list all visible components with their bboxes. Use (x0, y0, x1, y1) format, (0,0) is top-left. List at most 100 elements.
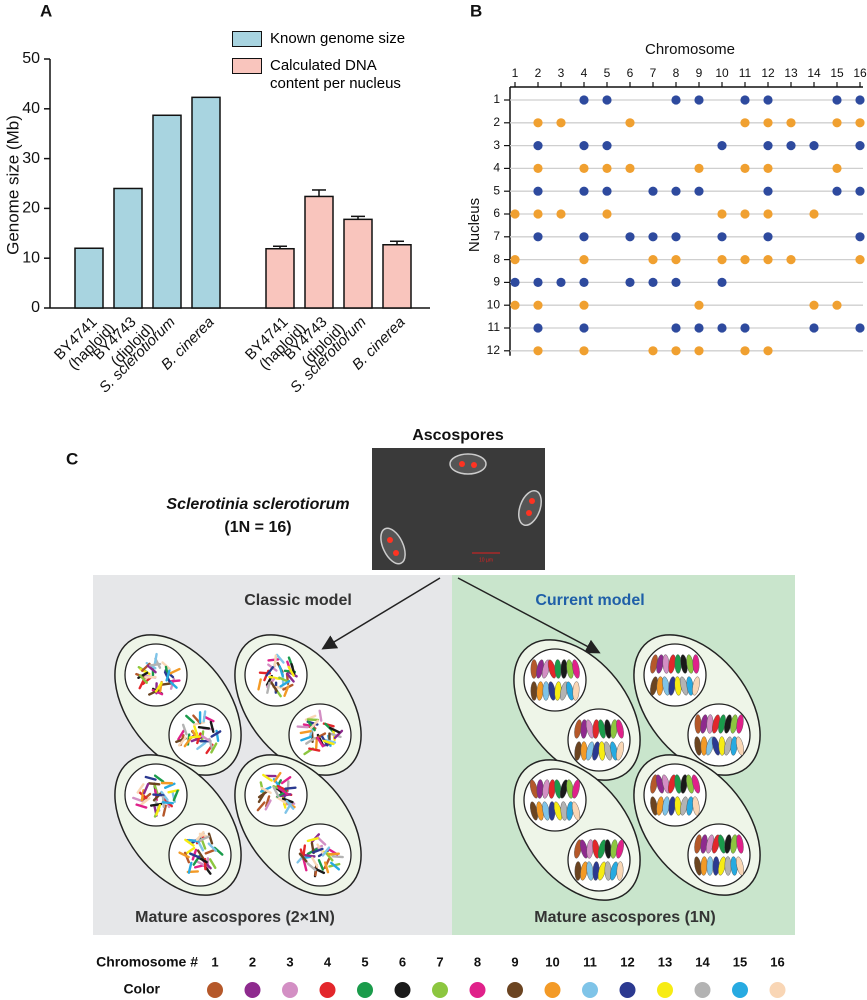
dot (763, 141, 773, 151)
chromosome (210, 730, 222, 738)
dot (832, 300, 842, 310)
dot (855, 141, 865, 151)
dot (671, 186, 681, 196)
chromosome (270, 681, 278, 693)
chromosome (306, 837, 319, 843)
dot (740, 163, 750, 173)
legend-color (619, 982, 636, 998)
x-tick-label: 11 (739, 66, 752, 80)
panel-caption: Mature ascospores (1N) (534, 909, 715, 926)
dot (648, 346, 658, 356)
legend-color (544, 982, 561, 998)
dot (533, 163, 543, 173)
dot (671, 346, 681, 356)
chromosome (267, 658, 280, 662)
dot (579, 141, 589, 151)
chromosome (306, 862, 317, 872)
y-tick-label: 50 (22, 50, 40, 67)
dot (533, 186, 543, 196)
ascospore (633, 754, 761, 896)
bar (113, 187, 143, 309)
chromosome (135, 803, 148, 809)
x-tick-label: 14 (807, 66, 821, 80)
nucleus (244, 643, 308, 707)
chromosome (692, 654, 700, 674)
chromosome (204, 848, 217, 855)
chromosome (278, 665, 284, 678)
dot (740, 118, 750, 128)
dot (855, 186, 865, 196)
chromosome (187, 861, 193, 874)
dot (786, 118, 796, 128)
x-tick-label: 10 (715, 66, 729, 80)
chromosome (285, 799, 295, 810)
dot (740, 209, 750, 219)
error-bar (351, 215, 365, 220)
chromosome (184, 846, 196, 855)
nucleus (567, 828, 631, 892)
dot (763, 186, 773, 196)
y-tick-label: 10 (487, 297, 501, 311)
chromosome (736, 856, 744, 876)
dot (533, 118, 543, 128)
dot (533, 346, 543, 356)
chromosome (280, 776, 292, 785)
ascospore (234, 634, 362, 776)
chromosome (314, 737, 318, 751)
chromosome (195, 830, 205, 842)
bar (343, 218, 373, 309)
dot (510, 277, 520, 287)
chromosome (189, 852, 201, 859)
dot (855, 255, 865, 265)
dot (763, 232, 773, 242)
legend-number: 6 (399, 954, 406, 969)
y-tick-label: 11 (488, 320, 501, 334)
chromosome (188, 735, 202, 739)
dot (671, 232, 681, 242)
panel-title: Current model (535, 592, 644, 609)
legend: Known genome size Calculated DNA content … (232, 30, 420, 102)
organism: Sclerotinia sclerotiorum (166, 496, 349, 513)
dot (671, 255, 681, 265)
chromosome (298, 852, 308, 863)
dot (717, 323, 727, 333)
chromosome (287, 665, 295, 677)
dot (855, 232, 865, 242)
chromosome (574, 861, 582, 881)
chromosome (184, 838, 195, 847)
dot (694, 95, 704, 105)
chromosome (142, 782, 150, 795)
dot (533, 323, 543, 333)
chromosome (572, 779, 580, 799)
chromosome (137, 671, 149, 679)
dot (832, 95, 842, 105)
chromosome (616, 839, 624, 859)
error-bar (273, 245, 287, 249)
dot (694, 300, 704, 310)
ascospore (513, 639, 641, 781)
y-tick-label: 8 (493, 252, 500, 266)
chromosome (316, 736, 325, 748)
chromosome (155, 803, 162, 816)
chromosome (616, 741, 624, 761)
chromosome (165, 669, 171, 682)
nucleus (687, 703, 751, 767)
legend-color (244, 982, 261, 998)
chromosome (146, 664, 157, 674)
dot (533, 141, 543, 151)
x-axis-title: Chromosome (645, 41, 735, 58)
dot (648, 277, 658, 287)
chromosome (736, 714, 744, 734)
chromosome (311, 847, 324, 854)
dot (625, 118, 635, 128)
chromosome (273, 654, 278, 667)
chromosome (181, 723, 188, 736)
dot (671, 95, 681, 105)
chromosome (161, 801, 174, 805)
nucleus (523, 768, 587, 832)
dot (602, 95, 612, 105)
dot (717, 255, 727, 265)
dot (533, 300, 543, 310)
x-tick-label: 9 (696, 66, 703, 80)
chromosome (316, 836, 327, 846)
